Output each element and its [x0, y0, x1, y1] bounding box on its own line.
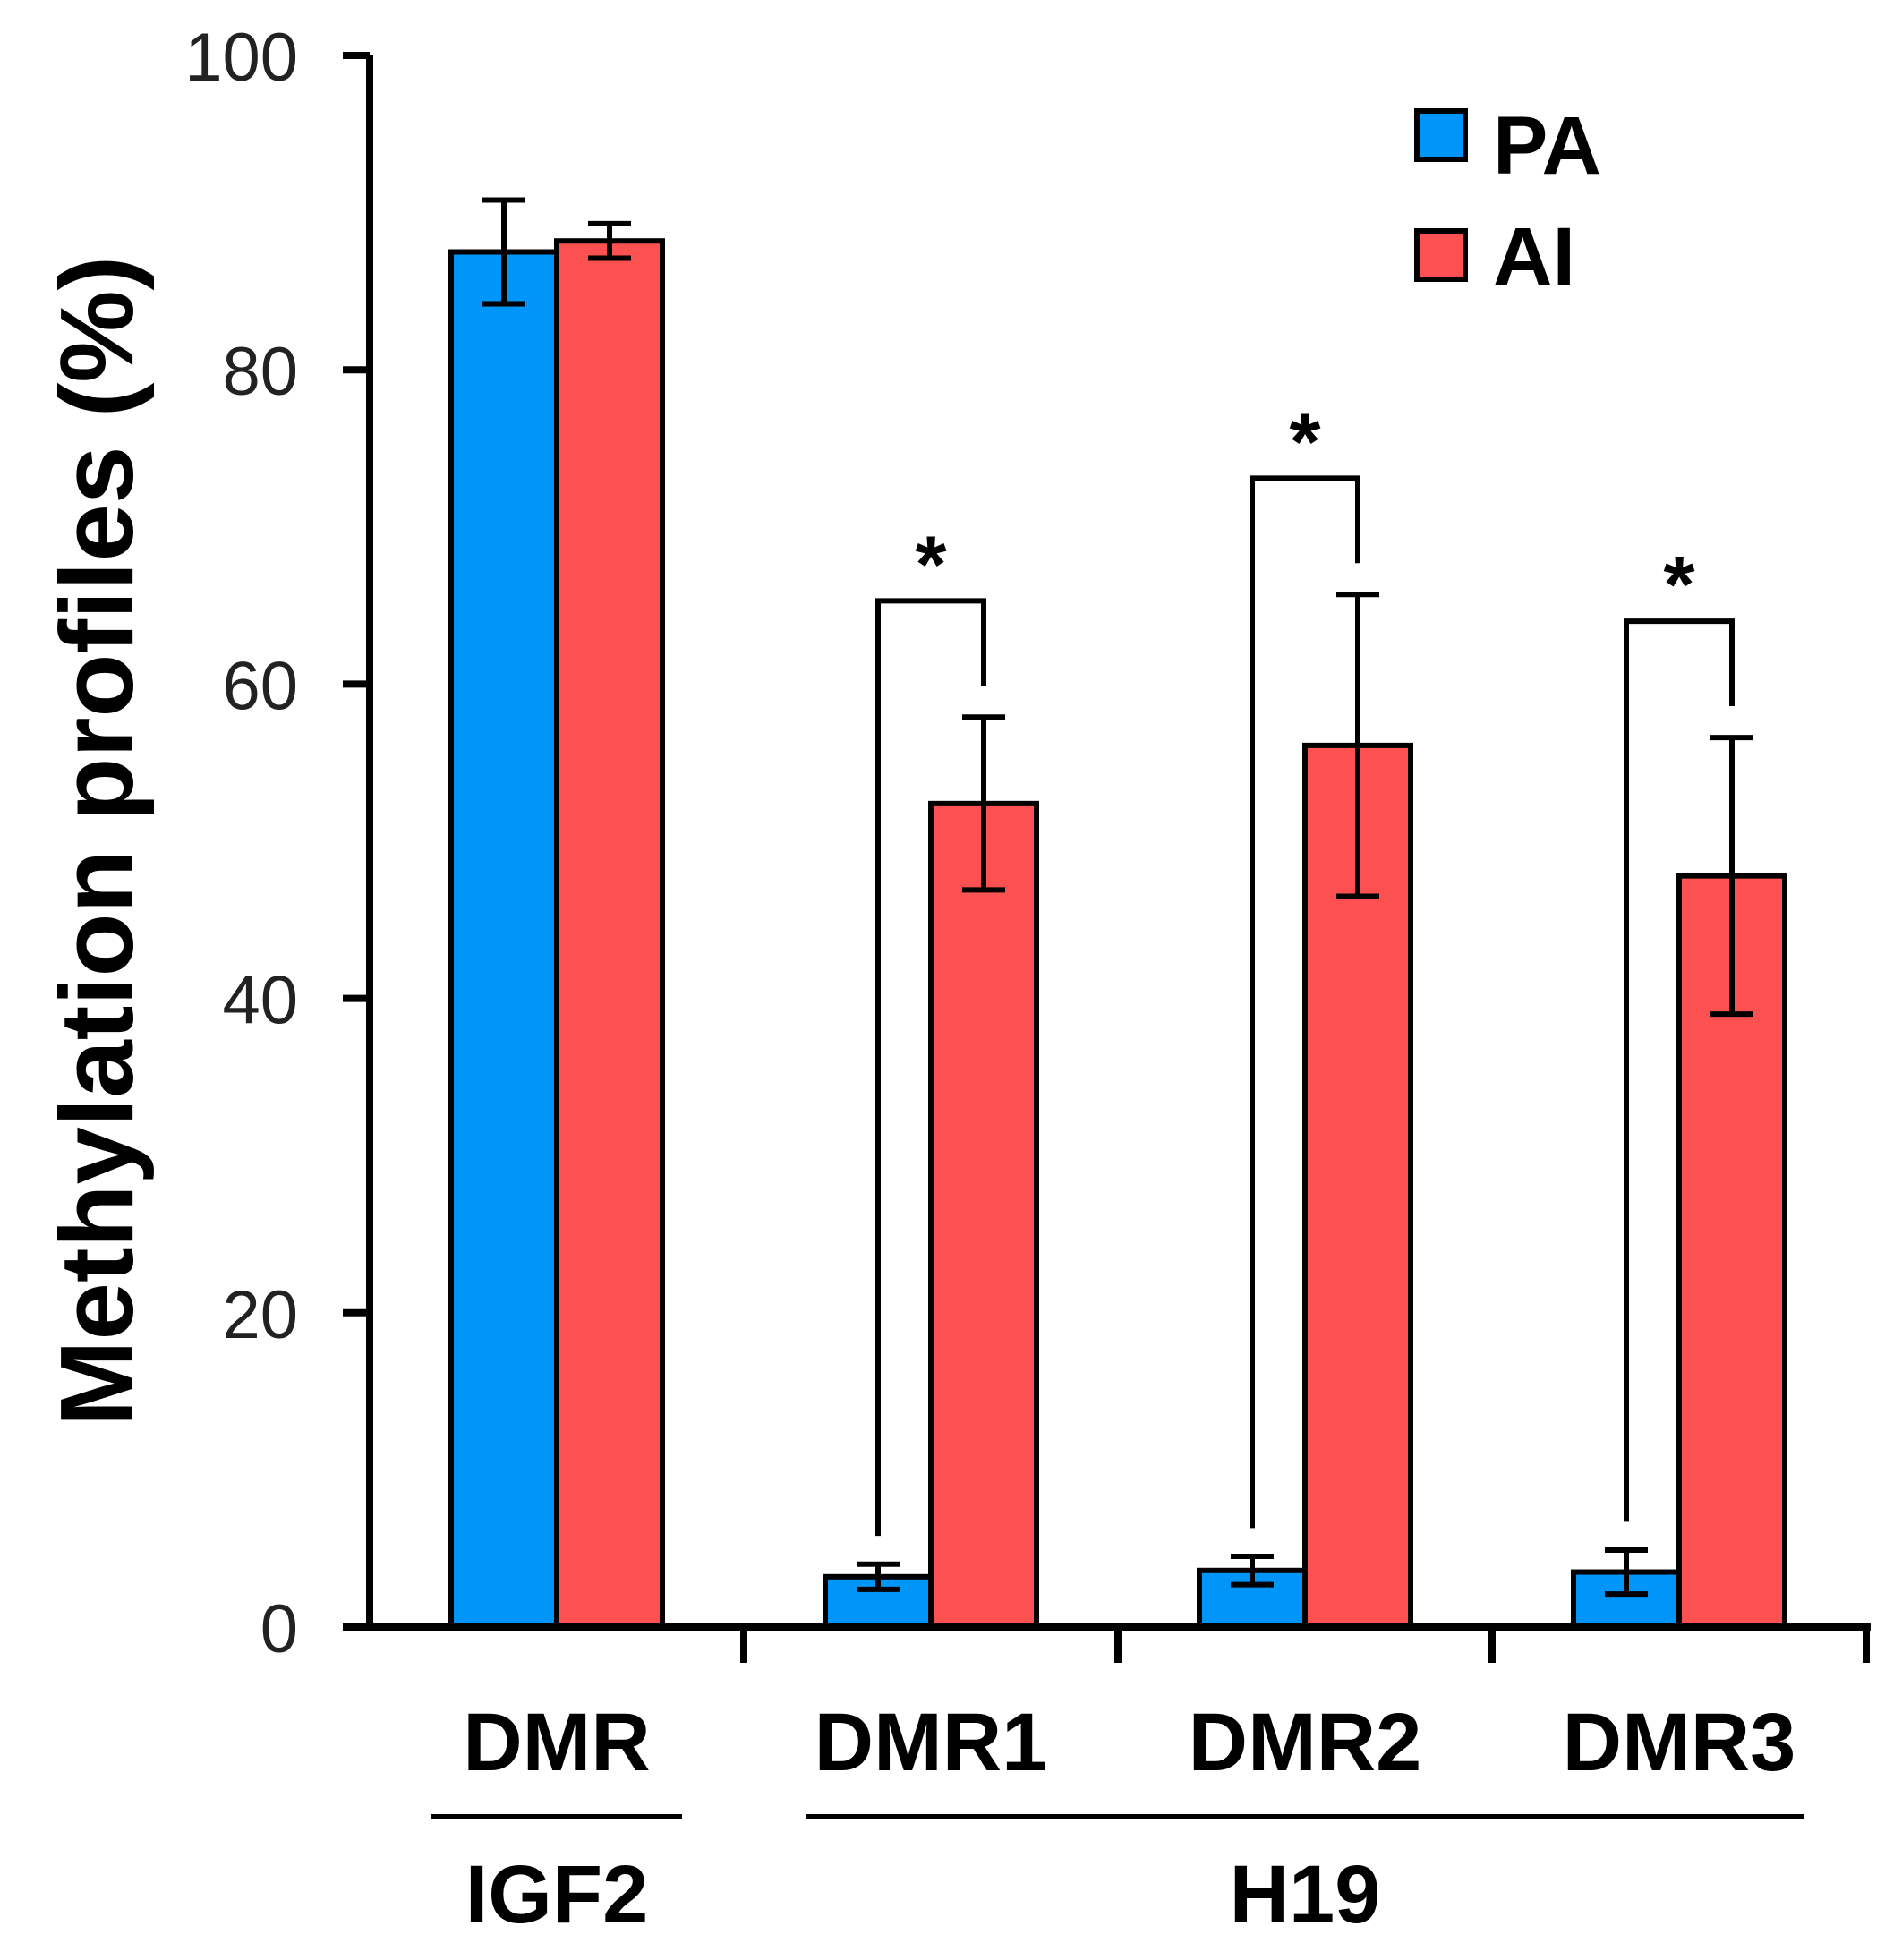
category-labels-layer: DMR DMR1 DMR2 DMR3	[463, 1697, 1795, 1788]
legend-label-ai: AI	[1493, 211, 1575, 303]
significance-bracket	[875, 598, 986, 1537]
significance-layer: * * *	[875, 397, 1735, 1537]
y-tick-label: 40	[222, 963, 298, 1039]
x-ticks-layer	[740, 1627, 1870, 1663]
y-tick-label: 60	[222, 648, 298, 724]
legend: PA AI	[1414, 100, 1601, 303]
legend-swatch-ai	[1414, 228, 1468, 282]
group-labels-layer: IGF2 H19	[431, 1814, 1804, 1940]
legend-swatch-pa	[1414, 108, 1468, 162]
y-axis-label: Methylation profiles (%)	[38, 256, 155, 1427]
bars-layer	[448, 238, 1787, 1631]
bar-ai-dmr2	[1302, 742, 1413, 1630]
significance-star: *	[1663, 541, 1694, 630]
x-category-label: DMR1	[815, 1697, 1048, 1788]
y-tick-label: 20	[222, 1277, 298, 1353]
bar-ai-dmr1	[928, 800, 1039, 1630]
significance-star: *	[915, 520, 946, 609]
y-tick-label: 80	[222, 334, 298, 410]
error-bars-layer	[482, 197, 1753, 1598]
significance-bracket	[1250, 475, 1360, 1529]
legend-label-pa: PA	[1493, 100, 1601, 192]
group-label: H19	[1230, 1849, 1381, 1940]
group-label: IGF2	[465, 1849, 648, 1940]
y-tick-label: 100	[184, 20, 298, 96]
significance-star: *	[1289, 397, 1320, 487]
bar-pa-dmr	[448, 249, 559, 1630]
significance-bracket	[1624, 618, 1735, 1522]
bar-ai-dmr	[554, 238, 665, 1630]
x-category-label: DMR3	[1563, 1697, 1796, 1788]
x-category-label: DMR2	[1189, 1697, 1422, 1788]
y-tick-label: 0	[260, 1591, 298, 1667]
y-ticks-layer: 0 20 40 60 80 100	[184, 20, 370, 1667]
x-category-label: DMR	[463, 1697, 651, 1788]
